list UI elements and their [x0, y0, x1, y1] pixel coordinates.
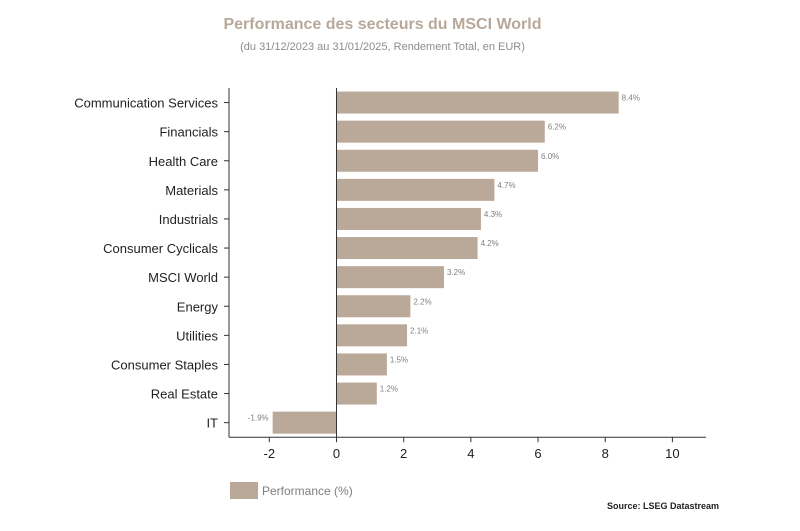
bar	[336, 353, 387, 376]
x-tick-label: -2	[264, 446, 276, 461]
bar	[336, 237, 478, 260]
category-label: MSCI World	[148, 270, 218, 285]
category-label: Health Care	[149, 154, 218, 169]
category-label: IT	[206, 416, 218, 431]
data-label: 2.2%	[413, 297, 431, 306]
bar	[336, 178, 495, 201]
data-label: 1.2%	[380, 385, 398, 394]
category-label: Financials	[159, 125, 218, 140]
bar	[336, 324, 408, 347]
data-label: 4.3%	[484, 210, 502, 219]
chart-subtitle: (du 31/12/2023 au 31/01/2025, Rendement …	[240, 41, 525, 53]
x-tick-label: 2	[400, 446, 407, 461]
bar	[336, 91, 619, 114]
x-tick-label: 4	[467, 446, 474, 461]
bar	[336, 295, 411, 318]
legend-label: Performance (%)	[262, 483, 353, 498]
category-label: Materials	[165, 183, 218, 198]
category-label: Consumer Staples	[111, 357, 218, 372]
x-tick-label: 0	[333, 446, 340, 461]
source-note: Source: LSEG Datastream	[606, 501, 719, 511]
x-tick-label: 8	[602, 446, 609, 461]
bar	[336, 266, 444, 289]
bar	[336, 382, 377, 405]
x-tick-label: 6	[534, 446, 541, 461]
data-label: 2.1%	[410, 326, 428, 335]
bar	[272, 411, 337, 434]
category-label: Communication Services	[74, 96, 218, 111]
chart-title: Performance des secteurs du MSCI World	[223, 16, 542, 33]
data-label: 6.0%	[541, 152, 559, 161]
data-label: 4.7%	[497, 181, 515, 190]
data-label: 3.2%	[447, 268, 465, 277]
category-label: Energy	[177, 299, 219, 314]
data-label: 4.2%	[481, 239, 499, 248]
category-label: Industrials	[159, 212, 219, 227]
category-label: Utilities	[176, 328, 218, 343]
legend: Performance (%)	[230, 482, 353, 499]
legend-swatch	[230, 482, 258, 499]
bar	[336, 149, 539, 172]
category-label: Real Estate	[151, 387, 218, 402]
x-tick-label: 10	[665, 446, 679, 461]
data-label: -1.9%	[248, 414, 269, 423]
bar	[336, 207, 481, 230]
data-label: 8.4%	[622, 94, 640, 103]
bar	[336, 120, 545, 143]
category-label: Consumer Cyclicals	[103, 241, 218, 256]
data-label: 1.5%	[390, 355, 408, 364]
data-label: 6.2%	[548, 123, 566, 132]
